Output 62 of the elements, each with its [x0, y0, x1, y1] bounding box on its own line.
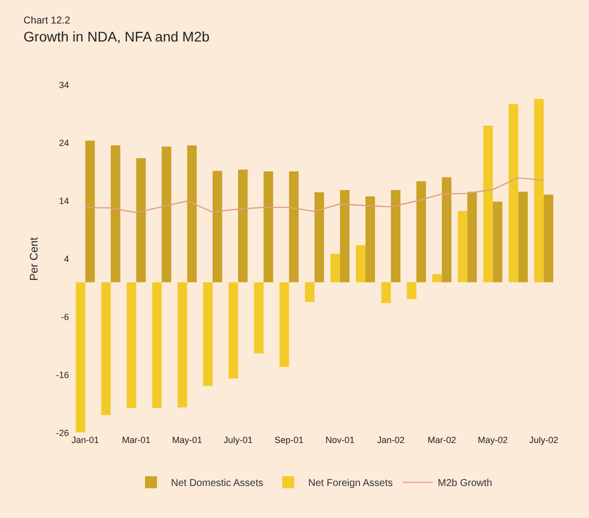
bar — [110, 145, 120, 282]
bar — [492, 202, 502, 282]
bar — [330, 254, 340, 282]
bar — [356, 245, 366, 282]
bar — [467, 192, 477, 282]
x-tick-label: May-02 — [478, 435, 508, 445]
bar — [136, 158, 146, 282]
bar — [101, 282, 111, 416]
bar — [534, 98, 544, 282]
bar — [212, 170, 222, 282]
bar — [442, 177, 452, 282]
bar — [381, 282, 391, 304]
bar — [406, 282, 416, 300]
x-tick-label: Jan-01 — [72, 435, 100, 445]
y-axis-title: Per Cent — [28, 237, 41, 281]
y-tick-label: 14 — [58, 196, 69, 206]
x-tick-label: Mar-01 — [122, 435, 150, 445]
bar — [544, 194, 554, 282]
bar — [432, 274, 442, 282]
bar — [187, 145, 197, 282]
bar — [365, 196, 375, 282]
bar — [264, 171, 274, 282]
bar — [203, 282, 213, 386]
bar — [162, 146, 172, 282]
y-tick-label: 4 — [64, 254, 69, 264]
y-tick-label: 24 — [58, 138, 69, 148]
legend-label: Net Foreign Assets — [308, 478, 393, 490]
x-tick-label: July-01 — [224, 435, 253, 445]
line-series — [84, 177, 544, 214]
bar — [340, 190, 350, 282]
y-tick-label: -26 — [56, 428, 69, 438]
chart-title: Chart 12.2 — [24, 15, 71, 26]
x-tick-label: Mar-02 — [428, 435, 456, 445]
x-tick-label: July-02 — [529, 435, 558, 445]
chart-subtitle: Growth in NDA, NFA and M2b — [24, 28, 210, 45]
bar — [254, 282, 264, 354]
x-tick-label: Sep-01 — [274, 435, 304, 445]
y-tick-label: -6 — [60, 312, 69, 322]
bar — [416, 181, 426, 282]
bar — [458, 210, 468, 282]
bar — [518, 192, 528, 282]
bar — [228, 282, 238, 378]
bar — [238, 170, 248, 282]
bar — [85, 140, 95, 282]
bar — [304, 282, 314, 302]
bar — [76, 282, 86, 432]
legend-label: Net Domestic Assets — [171, 478, 264, 490]
y-tick-label: 34 — [58, 80, 69, 90]
bar — [390, 190, 400, 282]
x-tick-label: Jan-02 — [377, 435, 405, 445]
bar — [483, 126, 493, 282]
x-tick-label: Nov-01 — [325, 435, 354, 445]
bar — [314, 192, 324, 282]
bar — [178, 282, 188, 408]
bar — [289, 171, 299, 282]
bar — [508, 104, 518, 282]
bar — [279, 282, 290, 367]
y-tick-label: -16 — [56, 370, 69, 380]
legend-label: M2b Growth — [438, 478, 492, 490]
x-tick-label: May-01 — [172, 435, 202, 445]
bar — [152, 282, 162, 408]
bar — [126, 282, 136, 408]
